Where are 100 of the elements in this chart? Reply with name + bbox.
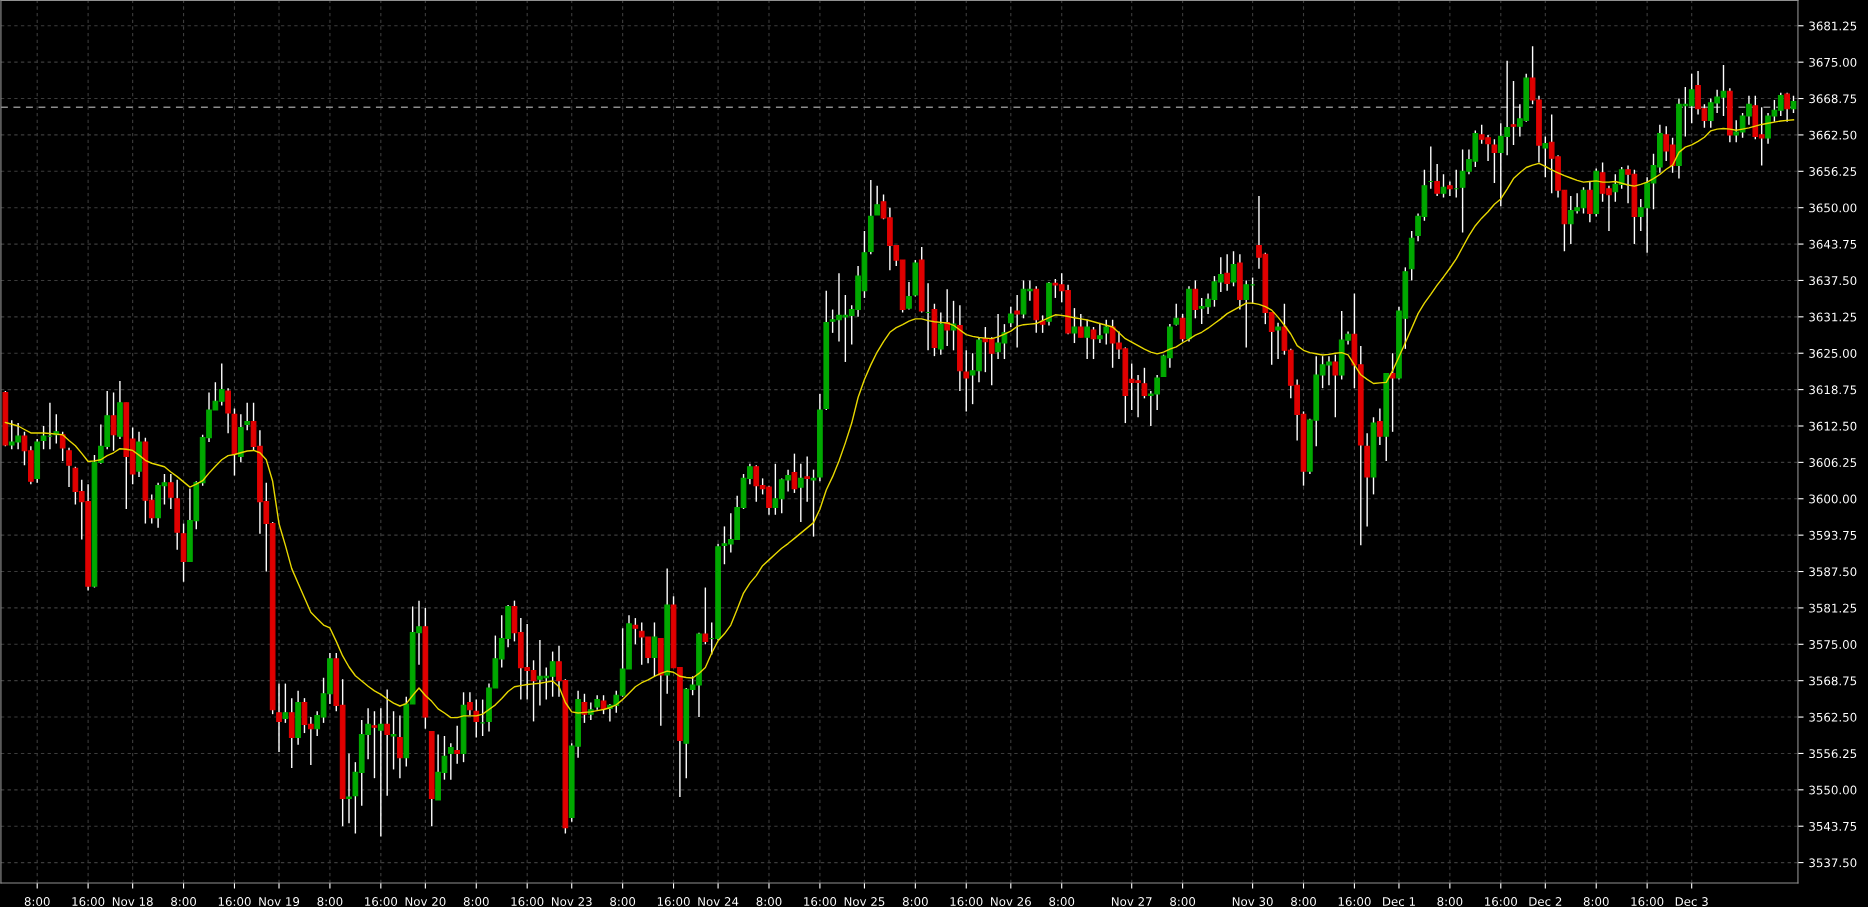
x-tick-label: 8:00 [1437,897,1463,906]
candlestick [276,682,282,753]
x-tick-label: 16:00 [218,897,251,906]
candlestick [244,402,251,432]
candlestick [377,707,384,838]
candlestick [702,586,709,645]
candlestick [110,391,117,452]
y-tick-label: 3668.75 [1809,94,1857,104]
y-tick-label: 3568.75 [1809,676,1857,686]
x-tick-label: Nov 19 [259,897,300,906]
x-tick-label: 16:00 [804,897,837,906]
y-tick-label: 3543.75 [1809,821,1857,831]
candlestick [1173,303,1180,327]
candlestick [225,387,231,434]
candlestick [906,281,912,311]
candlestick [384,688,391,797]
x-tick-label: Dec 1 [1383,897,1415,906]
y-tick-label: 3587.50 [1809,567,1857,577]
x-tick-label: 8:00 [756,897,782,906]
candlestick [346,752,352,824]
y-tick-label: 3662.50 [1809,130,1857,140]
x-tick-label: 8:00 [317,897,343,906]
x-tick-label: 16:00 [72,897,105,906]
y-tick-label: 3650.00 [1809,203,1857,213]
y-tick-label: 3562.50 [1809,712,1857,722]
x-tick-label: 16:00 [365,897,398,906]
candlestick [944,288,951,347]
y-tick-label: 3637.50 [1809,276,1857,286]
x-tick-label: Nov 24 [698,897,739,906]
x-tick-label: 8:00 [1049,897,1075,906]
x-tick-label: Dec 2 [1529,897,1562,906]
x-tick-label: 8:00 [171,897,197,906]
candlestick [1784,92,1790,123]
x-tick-label: Nov 27 [1111,897,1152,906]
x-tick-label: 8:00 [902,897,928,906]
candlestick [1542,135,1549,178]
x-tick-label: 8:00 [1291,897,1316,906]
x-tick-label: 8:00 [610,897,636,906]
candlestick [1447,180,1453,197]
candlestick [632,617,639,645]
candlestick [397,714,403,779]
candlestick [963,349,970,413]
candlestick [390,710,397,771]
x-tick-label: 16:00 [950,897,983,906]
y-tick-label: 3681.25 [1809,21,1857,31]
candlestick [1179,313,1186,343]
candlestick [1377,407,1383,446]
x-tick-label: Nov 18 [112,897,153,906]
candlestick [1510,80,1517,146]
y-tick-label: 3643.75 [1809,239,1857,249]
y-tick-label: 3631.25 [1809,312,1857,322]
candlestick [1491,138,1498,184]
candlestick [600,694,607,715]
candlestick [1007,305,1014,328]
x-tick-label: 16:00 [657,897,690,906]
y-tick-label: 3618.75 [1809,385,1857,395]
y-tick-label: 3675.00 [1809,57,1857,67]
x-tick-label: Nov 20 [405,897,446,906]
x-tick-label: Nov 25 [844,897,885,906]
candlestick [454,725,461,765]
candlestick [282,682,289,724]
candlestick [167,473,174,510]
candlestick [1084,319,1091,360]
candlestick [1192,279,1199,319]
candlestick [479,698,486,737]
y-tick-label: 3537.50 [1809,858,1857,868]
candlestick [467,691,473,717]
candlestick [1097,323,1103,344]
y-tick-label: 3656.25 [1809,167,1857,176]
x-tick-label: Nov 30 [1232,897,1273,906]
candlestick [1434,163,1440,197]
x-tick-label: 16:00 [1338,897,1371,906]
candlestick [1332,353,1339,418]
candlestick [1224,253,1231,292]
candlestick [1090,326,1097,360]
candlestick [804,455,811,503]
candlestick [66,447,72,488]
y-tick-label: 3581.25 [1809,603,1857,613]
candlestick [447,742,454,781]
candlestick [874,185,881,216]
y-tick-label: 3593.75 [1809,530,1857,540]
candlestick [1587,180,1593,223]
candlestick [1230,250,1237,287]
x-tick-label: 8:00 [1583,897,1609,906]
candlestick [1077,313,1084,338]
x-tick-label: Dec 3 [1675,897,1708,906]
candlestick [651,621,658,678]
x-tick-label: Nov 26 [991,897,1031,906]
y-tick-label: 3600.00 [1809,494,1857,504]
candlestick [1389,352,1396,433]
candlestick [1141,367,1148,400]
candlestick [59,431,66,462]
candlestick [1275,321,1281,360]
candlestick [797,463,804,523]
candlestick [1014,294,1021,349]
x-tick-label: 8:00 [463,897,489,906]
y-tick-label: 3575.00 [1809,640,1857,649]
candlestick [371,710,378,779]
y-tick-label: 3612.50 [1809,421,1857,431]
x-tick-label: 8:00 [1170,897,1196,906]
